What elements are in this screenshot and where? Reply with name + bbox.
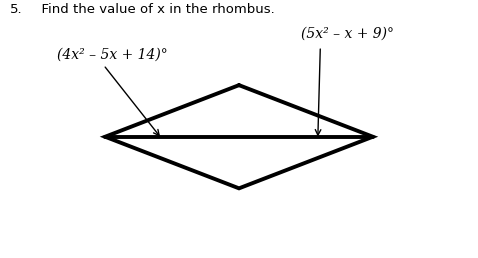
Text: (4x² – 5x + 14)°: (4x² – 5x + 14)°: [57, 47, 168, 61]
Text: 5.: 5.: [10, 3, 22, 15]
Text: Find the value of x in the rhombus.: Find the value of x in the rhombus.: [33, 3, 275, 15]
Text: (5x² – x + 9)°: (5x² – x + 9)°: [301, 27, 394, 41]
